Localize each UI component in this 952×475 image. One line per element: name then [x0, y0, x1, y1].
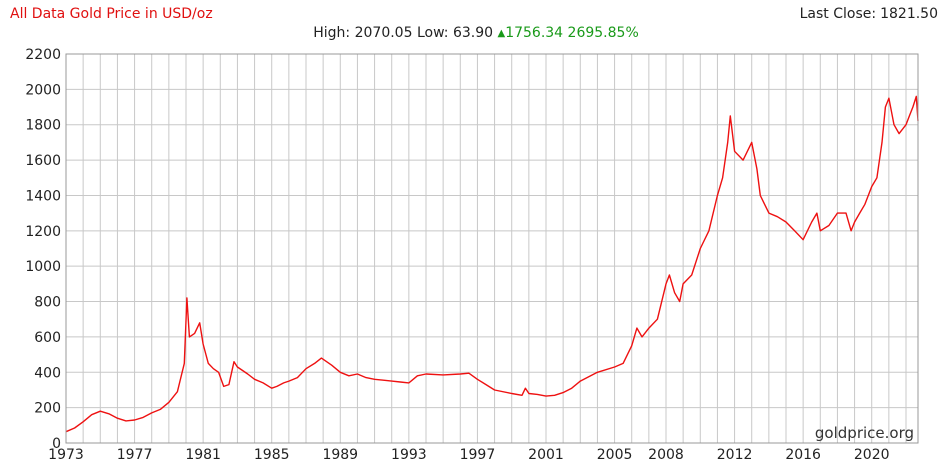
plot-frame — [65, 53, 919, 444]
up-triangle-icon: ▲ — [497, 28, 506, 39]
price-stats: High: 2070.05 Low: 63.90 ▲1756.34 2695.8… — [0, 25, 952, 41]
watermark-text: goldprice.org — [815, 424, 914, 442]
y-tick-label: 600 — [34, 330, 61, 346]
grid-lines — [65, 53, 918, 444]
y-tick-label: 2000 — [25, 82, 61, 98]
x-tick-label: 1985 — [254, 447, 290, 463]
last-close-value: 1821.50 — [880, 6, 938, 22]
y-tick-label: 200 — [34, 401, 61, 417]
low-label: Low: — [416, 25, 449, 41]
x-tick-label: 1997 — [460, 447, 496, 463]
y-axis-ticks: 0 200 400 600 800 1000 1200 1400 1600 1800 2000 220… — [25, 47, 61, 452]
last-close-label: Last Close: — [799, 6, 877, 22]
low-value: 63.90 — [452, 25, 494, 41]
y-tick-label: 1600 — [25, 153, 61, 169]
chart-title: All Data Gold Price in USD/oz — [10, 6, 213, 22]
x-tick-label: 1993 — [391, 447, 427, 463]
change-value: 1756.34 — [505, 25, 564, 41]
change-percent: 2695.85% — [567, 25, 639, 41]
x-tick-label: 2001 — [528, 447, 564, 463]
y-tick-label: 2200 — [25, 47, 61, 63]
x-tick-label: 2012 — [717, 447, 753, 463]
gold-price-line — [65, 95, 919, 433]
y-tick-label: 1200 — [25, 224, 61, 240]
x-tick-label: 1977 — [117, 447, 153, 463]
x-tick-label: 2020 — [854, 447, 890, 463]
x-tick-label: 1973 — [48, 447, 84, 463]
y-tick-label: 800 — [34, 295, 61, 311]
y-tick-label: 1800 — [25, 118, 61, 134]
high-value: 2070.05 — [354, 25, 413, 41]
high-label: High: — [313, 25, 351, 41]
x-tick-label: 1989 — [322, 447, 358, 463]
x-tick-label: 2016 — [785, 447, 821, 463]
x-tick-label: 2008 — [648, 447, 684, 463]
x-tick-label: 2005 — [597, 447, 633, 463]
y-tick-label: 0 — [52, 436, 61, 452]
last-close-readout: Last Close: 1821.50 — [796, 6, 938, 22]
y-tick-label: 400 — [34, 365, 61, 381]
x-tick-label: 1981 — [185, 447, 221, 463]
y-tick-label: 1400 — [25, 188, 61, 204]
x-axis-ticks: 1973 1977 1981 1985 1989 1993 1997 2001 2005 2008… — [48, 447, 889, 463]
y-tick-label: 1000 — [25, 259, 61, 275]
